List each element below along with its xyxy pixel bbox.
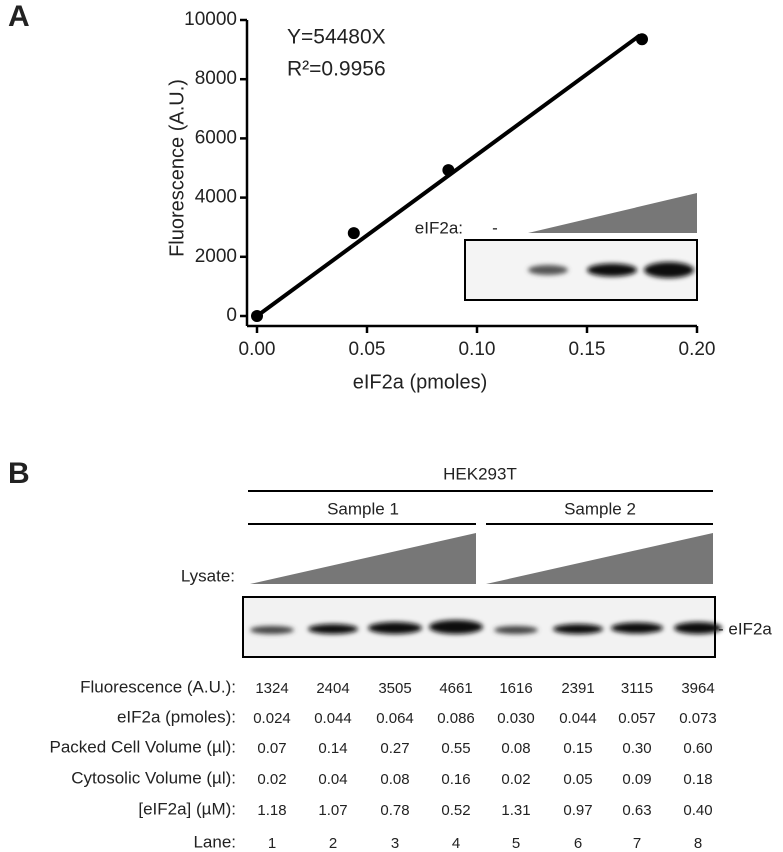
x-tick-label: 0.15 <box>569 339 606 360</box>
cell: 0.073 <box>679 710 717 727</box>
cell: 1.07 <box>318 802 347 819</box>
cell: 3505 <box>378 680 411 697</box>
sample-label: Sample 2 <box>564 499 636 518</box>
cell: 0.16 <box>441 771 470 788</box>
panel-label: B <box>8 457 30 490</box>
r-squared: R²=0.9956 <box>287 58 386 81</box>
cell: 2 <box>329 835 337 852</box>
row-label: Lane: <box>193 832 236 851</box>
cell: 0.55 <box>441 740 470 757</box>
cell: 0.18 <box>683 771 712 788</box>
sample-label: Sample 1 <box>327 499 399 518</box>
cell: 0.044 <box>314 710 352 727</box>
cell: 0.30 <box>622 740 651 757</box>
x-tick-label: 0.05 <box>349 339 386 360</box>
cell: 0.04 <box>318 771 347 788</box>
cell: 0.52 <box>441 802 470 819</box>
cell: 0.08 <box>501 740 530 757</box>
cell: 0.08 <box>380 771 409 788</box>
x-tick-label: 0.00 <box>239 339 276 360</box>
cell: 0.14 <box>318 740 347 757</box>
cell: 0.044 <box>559 710 597 727</box>
cell: 0.030 <box>497 710 535 727</box>
cell: 3115 <box>621 680 653 697</box>
y-tick-label: 8000 <box>195 68 237 89</box>
point <box>347 227 360 240</box>
gradient-triangle <box>528 193 697 233</box>
row-label: eIF2a (pmoles): <box>117 707 236 726</box>
cell: 4 <box>452 835 460 852</box>
inset-bands <box>528 262 694 278</box>
y-tick-label: 10000 <box>184 9 237 30</box>
row-label: [eIF2a] (µM): <box>138 799 236 818</box>
cell: 3964 <box>681 680 714 697</box>
point <box>442 164 455 177</box>
cell: 0.064 <box>376 710 414 727</box>
band-label: - eIF2a <box>718 619 772 638</box>
row-label: Fluorescence (A.U.): <box>80 677 236 696</box>
cell-line: HEK293T <box>443 464 517 483</box>
inset-label: eIF2a: <box>415 218 463 237</box>
cell: 0.40 <box>683 802 712 819</box>
cell: 8 <box>694 835 702 852</box>
cell: 0.024 <box>253 710 291 727</box>
cell: 1.31 <box>501 802 530 819</box>
cell: 0.09 <box>622 771 651 788</box>
point <box>636 33 648 46</box>
cell: 3 <box>391 835 399 852</box>
x-tick-label: 0.20 <box>679 339 716 360</box>
lysate-label: Lysate: <box>181 566 235 585</box>
gradient-triangle <box>250 533 476 584</box>
cell: 0.63 <box>622 802 651 819</box>
panel-label: A <box>8 0 30 33</box>
cell: 4661 <box>439 680 472 697</box>
y-axis-title: Fluorescence (A.U.) <box>166 79 188 257</box>
y-tick-label: 0 <box>226 305 237 326</box>
equation: Y=54480X <box>287 26 386 49</box>
cell: 0.057 <box>618 710 656 727</box>
cell: 7 <box>633 835 641 852</box>
y-tick-label: 2000 <box>195 246 237 267</box>
cell: 0.02 <box>257 771 286 788</box>
cell: 1 <box>268 835 276 852</box>
cell: 1324 <box>255 680 288 697</box>
cell: 0.15 <box>563 740 592 757</box>
cell: 1.18 <box>257 802 286 819</box>
cell: 5 <box>512 835 520 852</box>
cell: 0.60 <box>683 740 712 757</box>
point <box>251 310 263 322</box>
cell: 0.05 <box>563 771 592 788</box>
row-label: Cytosolic Volume (µl): <box>71 768 236 787</box>
cell: 0.02 <box>501 771 530 788</box>
cell: 2404 <box>316 680 349 697</box>
y-tick-label: 6000 <box>195 127 237 148</box>
cell: 2391 <box>561 680 594 697</box>
gradient-triangle <box>486 533 713 584</box>
blot-bands <box>250 620 722 634</box>
cell: 0.07 <box>257 740 286 757</box>
x-axis-title: eIF2a (pmoles) <box>353 371 488 393</box>
cell: 0.27 <box>380 740 409 757</box>
cell: 0.78 <box>380 802 409 819</box>
y-tick-label: 4000 <box>195 187 237 208</box>
cell: 0.97 <box>563 802 592 819</box>
cell: 6 <box>574 835 582 852</box>
x-tick-label: 0.10 <box>459 339 496 360</box>
cell: 0.086 <box>437 710 475 727</box>
inset-minus: - <box>492 218 498 237</box>
cell: 1616 <box>499 680 532 697</box>
row-label: Packed Cell Volume (µl): <box>50 737 236 756</box>
